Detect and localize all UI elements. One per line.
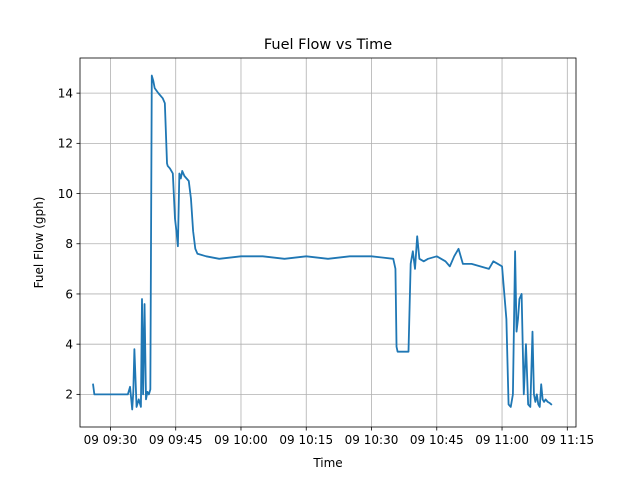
plot-area [80,58,576,427]
grid [80,58,576,427]
y-tick-label: 8 [65,237,73,251]
y-tick-label: 2 [65,388,73,402]
fuel-flow-series-line [92,74,553,411]
x-tick-label: 09 10:45 [410,433,464,447]
y-tick-label: 6 [65,287,73,301]
x-axis-title: Time [312,456,342,470]
x-tick-label: 09 10:30 [345,433,399,447]
y-tick-label: 4 [65,337,73,351]
axes-frame [79,57,577,428]
chart-title: Fuel Flow vs Time [264,37,392,53]
x-tick-label: 09 10:00 [214,433,268,447]
x-tick-label: 09 09:45 [149,433,203,447]
x-axis: 09 09:30 09 09:45 09 10:00 09 10:15 09 10:30… [84,427,594,447]
x-tick-label: 09 10:15 [279,433,333,447]
series-layer [92,74,553,411]
y-axis-title: Fuel Flow (gph) [32,197,46,289]
x-tick-label: 09 11:00 [475,433,529,447]
y-tick-label: 10 [58,187,73,201]
x-tick-label: 09 09:30 [84,433,138,447]
x-tick-label: 09 11:15 [540,433,594,447]
y-axis: 2 4 6 8 10 12 14 [58,86,80,402]
y-tick-label: 14 [58,86,73,100]
y-tick-label: 12 [58,137,73,151]
